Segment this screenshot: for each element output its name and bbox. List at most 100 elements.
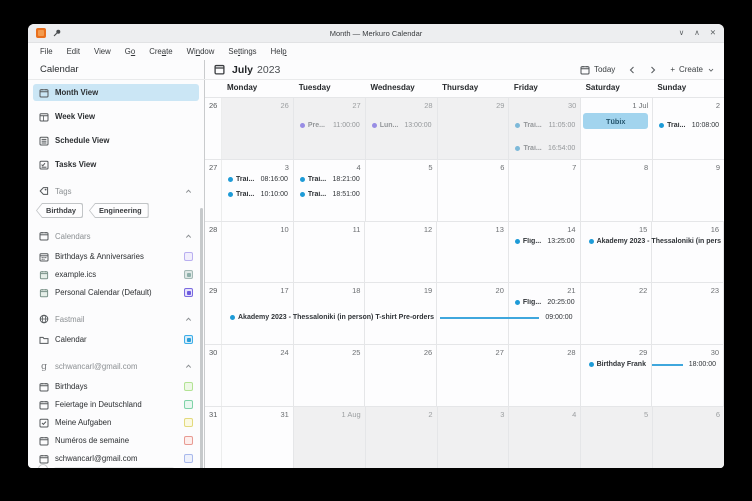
- day-cell-24[interactable]: 24: [222, 345, 294, 407]
- day-cell-12[interactable]: 12: [365, 221, 438, 283]
- day-cell-17[interactable]: 17: [222, 283, 294, 345]
- maximize-icon[interactable]: ∧: [694, 28, 700, 38]
- section-header-schwancarl-gmail-com[interactable]: g schwancarl@gmail.com: [33, 361, 199, 371]
- calendar-item[interactable]: Personal Calendar (Default): [33, 284, 199, 301]
- event[interactable]: Trai... 18:21:00: [296, 173, 363, 186]
- close-icon[interactable]: ✕: [709, 28, 716, 38]
- calendar-checkbox[interactable]: [184, 400, 193, 409]
- event[interactable]: Pre... 11:00:00: [296, 119, 363, 132]
- day-cell-28[interactable]: 28: [508, 345, 581, 407]
- titlebar[interactable]: Month — Merkuro Calendar ∨ ∧ ✕: [28, 24, 724, 43]
- menu-file[interactable]: File: [40, 47, 53, 56]
- day-cell-3[interactable]: 3 Trai... 08:16:00 Trai... 10:10:00: [222, 159, 294, 221]
- day-cell-5[interactable]: 5: [581, 407, 654, 468]
- day-cell-7[interactable]: 7: [509, 159, 582, 221]
- multiday-event[interactable]: Birthday Frank 18:00:00: [585, 358, 720, 371]
- sidebar-item-month-view[interactable]: Month View: [33, 84, 199, 101]
- day-cell-5[interactable]: 5: [365, 159, 438, 221]
- sidebar-item-tasks-view[interactable]: Tasks View: [33, 156, 199, 173]
- menu-window[interactable]: Window: [186, 47, 215, 56]
- day-cell-29[interactable]: 29: [580, 345, 653, 407]
- day-cell-14[interactable]: 14 Flig... 13:25:00: [508, 221, 581, 283]
- day-cell-4[interactable]: 4 Trai... 18:21:00 Trai... 18:51:00: [293, 159, 366, 221]
- minimize-icon[interactable]: ∨: [678, 28, 685, 38]
- event[interactable]: Lun... 13:00:00: [368, 119, 435, 132]
- menu-edit[interactable]: Edit: [66, 47, 81, 56]
- day-cell-31[interactable]: 31: [222, 407, 294, 468]
- day-cell-1-jul[interactable]: 1 Jul Tübix: [581, 98, 654, 159]
- day-cell-4[interactable]: 4: [509, 407, 582, 468]
- calendar-checkbox[interactable]: [184, 288, 193, 297]
- day-cell-6[interactable]: 6: [653, 407, 724, 468]
- calendar-checkbox[interactable]: [184, 270, 193, 279]
- calendar-item[interactable]: Feiertage in Deutschland: [33, 396, 199, 413]
- event[interactable]: Trai... 10:10:00: [224, 188, 291, 201]
- day-cell-20[interactable]: 20: [437, 283, 509, 345]
- day-cell-15[interactable]: 15: [580, 221, 653, 283]
- calendar-checkbox[interactable]: [184, 252, 193, 261]
- day-cell-13[interactable]: 13: [437, 221, 509, 283]
- day-cell-23[interactable]: 23: [652, 283, 724, 345]
- day-cell-25[interactable]: 25: [293, 345, 366, 407]
- day-cell-2[interactable]: 2 Trai... 10:08:00: [653, 98, 724, 159]
- day-cell-26[interactable]: 26: [365, 345, 438, 407]
- day-cell-18[interactable]: 18: [293, 283, 366, 345]
- menu-go[interactable]: Go: [124, 47, 136, 56]
- event[interactable]: Trai... 16:54:00: [511, 142, 578, 155]
- previous-month-button[interactable]: [628, 65, 636, 75]
- event[interactable]: Trai... 11:05:00: [511, 119, 578, 132]
- day-cell-26[interactable]: 26: [222, 98, 294, 159]
- calendar-item[interactable]: Numéros de semaine: [33, 432, 199, 449]
- calendar-checkbox[interactable]: [184, 335, 193, 344]
- menu-create[interactable]: Create: [149, 47, 173, 56]
- day-cell-1-aug[interactable]: 1 Aug: [293, 407, 366, 468]
- day-cell-6[interactable]: 6: [437, 159, 510, 221]
- calendar-checkbox[interactable]: [184, 454, 193, 463]
- day-cell-29[interactable]: 29: [437, 98, 510, 159]
- today-button[interactable]: Today: [580, 65, 615, 75]
- day-cell-10[interactable]: 10: [222, 221, 294, 283]
- day-cell-19[interactable]: 19: [365, 283, 438, 345]
- day-cell-30[interactable]: 30: [652, 345, 724, 407]
- create-button[interactable]: + Create: [670, 65, 715, 74]
- calendar-item[interactable]: Birthdays: [33, 378, 199, 395]
- day-cell-27[interactable]: 27: [437, 345, 509, 407]
- tag-chip-engineering[interactable]: EngineeringEngineering: [88, 203, 149, 218]
- menu-view[interactable]: View: [94, 47, 111, 56]
- day-cell-2[interactable]: 2: [365, 407, 438, 468]
- menu-settings[interactable]: Settings: [228, 47, 257, 56]
- event[interactable]: Flig... 13:25:00: [511, 235, 578, 248]
- day-cell-27[interactable]: 27 Pre... 11:00:00: [293, 98, 366, 159]
- calendar-item[interactable]: Meine Aufgaben: [33, 414, 199, 431]
- multiday-event[interactable]: Akademy 2023 - Thessaloniki (in person) …: [226, 311, 577, 324]
- day-cell-21[interactable]: 21 Flig... 20:25:00: [508, 283, 581, 345]
- sidebar-item-schedule-view[interactable]: Schedule View: [33, 132, 199, 149]
- pin-icon[interactable]: [52, 28, 62, 38]
- calendar-checkbox[interactable]: [184, 436, 193, 445]
- allday-event[interactable]: Tübix: [583, 113, 649, 129]
- day-cell-30[interactable]: 30 Trai... 11:05:00 Trai... 16:54:00: [509, 98, 582, 159]
- tags-section-header[interactable]: Tags: [33, 186, 199, 196]
- sidebar-item-week-view[interactable]: Week View: [33, 108, 199, 125]
- day-cell-22[interactable]: 22: [580, 283, 653, 345]
- sidebar-scrollbar[interactable]: [200, 208, 203, 468]
- event[interactable]: Trai... 18:51:00: [296, 188, 363, 201]
- day-cell-9[interactable]: 9: [653, 159, 724, 221]
- section-header-fastmail[interactable]: Fastmail: [33, 314, 199, 324]
- calendar-item[interactable]: Birthdays & Anniversaries: [33, 248, 199, 265]
- calendar-checkbox[interactable]: [184, 418, 193, 427]
- event[interactable]: Trai... 08:16:00: [224, 173, 291, 186]
- day-cell-28[interactable]: 28 Lun... 13:00:00: [365, 98, 438, 159]
- tag-chip-birthday[interactable]: BirthdayBirthday: [36, 203, 83, 218]
- section-header-calendars[interactable]: Calendars: [33, 231, 199, 241]
- calendar-checkbox[interactable]: [184, 382, 193, 391]
- calendar-item[interactable]: Calendar: [33, 331, 199, 348]
- multiday-event[interactable]: Akademy 2023 - Thessaloniki (in pers: [585, 235, 724, 248]
- next-month-button[interactable]: [649, 65, 657, 75]
- calendar-item[interactable]: example.ics: [33, 266, 199, 283]
- day-cell-11[interactable]: 11: [293, 221, 366, 283]
- day-cell-16[interactable]: 16: [652, 221, 724, 283]
- event[interactable]: Trai... 10:08:00: [655, 119, 722, 132]
- day-cell-3[interactable]: 3: [437, 407, 510, 468]
- menu-help[interactable]: Help: [270, 47, 287, 56]
